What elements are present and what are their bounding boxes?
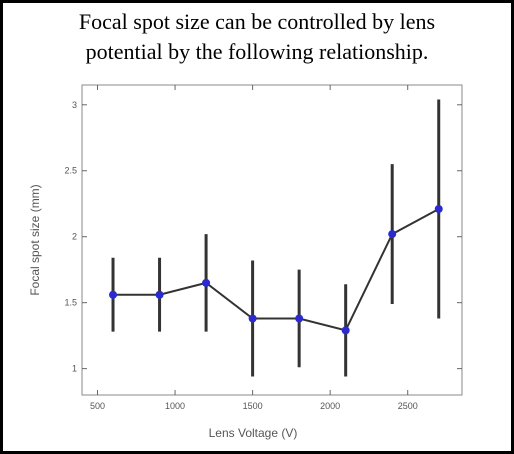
y-tick-label: 1.5: [64, 298, 77, 308]
y-tick-label: 3: [72, 100, 77, 110]
data-point: [248, 314, 257, 323]
x-tick-label: 2500: [398, 401, 418, 411]
series-line: [113, 208, 440, 332]
data-point: [434, 205, 443, 213]
title-line: potential by the following relationship.: [85, 39, 429, 64]
data-point: [388, 230, 397, 239]
x-axis-label: Lens Voltage (V): [209, 426, 298, 440]
y-tick-label: 2.5: [64, 166, 77, 176]
x-tick-label: 1000: [165, 401, 185, 411]
data-point: [295, 314, 304, 323]
x-tick-label: 2000: [320, 401, 340, 411]
y-tick-label: 2: [72, 232, 77, 242]
title-line: Focal spot size can be controlled by len…: [78, 9, 436, 34]
data-point: [155, 290, 164, 299]
plot-area: [81, 84, 463, 396]
data-point: [202, 278, 211, 287]
data-point: [341, 326, 350, 335]
y-tick-label: 1: [72, 364, 77, 374]
chart: Lens Voltage (V) Focal spot size (mm) 1 1…: [28, 84, 463, 440]
x-tick-label: 1500: [243, 401, 263, 411]
x-tick-label: 500: [90, 401, 105, 411]
y-axis-label: Focal spot size (mm): [28, 184, 42, 295]
data-point: [109, 290, 118, 299]
